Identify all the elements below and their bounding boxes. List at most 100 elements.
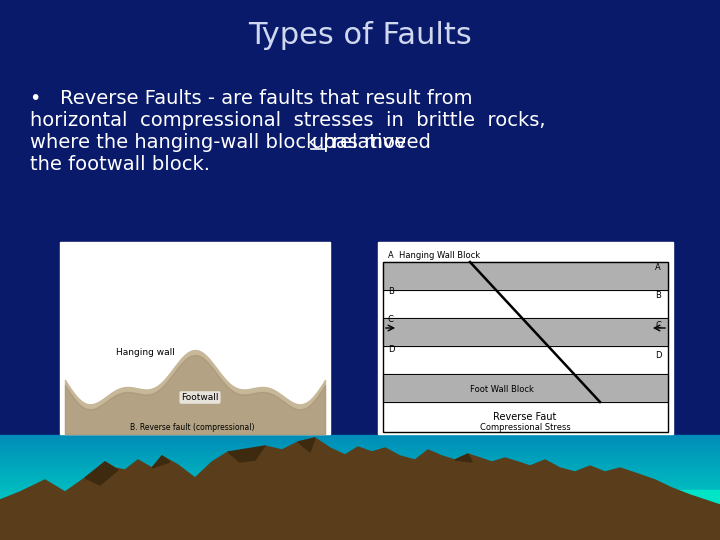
Bar (0, 526, 720, 528)
Bar (0, 501, 720, 503)
Bar (0, 538, 720, 539)
Text: up: up (311, 132, 336, 152)
Text: B: B (655, 291, 661, 300)
Bar (0, 455, 720, 456)
Bar (0, 477, 720, 478)
Text: C: C (655, 321, 661, 329)
Text: the footwall block.: the footwall block. (30, 154, 210, 173)
Bar (0, 475, 720, 476)
Text: horizontal  compressional  stresses  in  brittle  rocks,: horizontal compressional stresses in bri… (30, 111, 546, 130)
Text: A  Hanging Wall Block: A Hanging Wall Block (388, 251, 480, 260)
Bar (0, 528, 720, 530)
Bar (0, 532, 720, 534)
Text: Types of Faults: Types of Faults (248, 21, 472, 50)
Bar (0, 483, 720, 484)
Bar (0, 507, 720, 509)
Bar (0, 518, 720, 519)
Bar (0, 495, 720, 496)
Text: B. Reverse fault (compressional): B. Reverse fault (compressional) (130, 423, 254, 433)
Bar (0, 442, 720, 443)
Bar (0, 449, 720, 450)
Bar (0, 436, 720, 437)
Text: Footwall: Footwall (181, 393, 219, 402)
Bar (0, 482, 720, 483)
Bar (0, 520, 720, 522)
Polygon shape (0, 438, 720, 540)
Bar (0, 440, 720, 442)
Text: where the hanging-wall block has moved: where the hanging-wall block has moved (30, 132, 437, 152)
Bar (0, 484, 720, 485)
Polygon shape (298, 438, 315, 452)
Bar (0, 487, 720, 489)
Bar (0, 490, 720, 491)
Bar (378, 242, 673, 434)
Bar (0, 514, 720, 516)
Bar (0, 438, 720, 440)
Bar (0, 512, 720, 514)
Bar (0, 494, 720, 496)
Bar (0, 522, 720, 523)
Bar (0, 441, 720, 442)
Bar (0, 516, 720, 517)
Bar (0, 499, 720, 501)
Bar (0, 500, 720, 502)
Bar (383, 374, 668, 402)
Bar (0, 469, 720, 470)
Bar (0, 446, 720, 448)
Bar (0, 461, 720, 462)
Bar (0, 513, 720, 515)
Polygon shape (455, 454, 472, 462)
Bar (0, 474, 720, 476)
Bar (0, 492, 720, 494)
Text: D: D (388, 346, 395, 354)
Bar (0, 489, 720, 490)
Bar (0, 473, 720, 475)
Bar (0, 503, 720, 504)
Bar (0, 481, 720, 483)
Bar (0, 536, 720, 537)
Bar (383, 318, 668, 346)
Bar (0, 466, 720, 468)
Bar (0, 459, 720, 461)
Text: C: C (388, 315, 394, 325)
Bar (0, 505, 720, 507)
Bar (0, 517, 720, 518)
Text: Foot Wall Block: Foot Wall Block (470, 386, 534, 395)
Bar (0, 527, 720, 529)
Bar (0, 515, 720, 516)
Text: A: A (655, 264, 661, 273)
Bar (0, 452, 720, 454)
Bar (0, 523, 720, 524)
Bar (0, 451, 720, 453)
Bar (0, 471, 720, 472)
Bar (0, 529, 720, 530)
Bar (0, 498, 720, 500)
Bar (0, 497, 720, 498)
Bar (383, 262, 668, 432)
Bar (0, 462, 720, 463)
Bar (0, 465, 720, 467)
Bar (0, 531, 720, 532)
Bar (0, 454, 720, 456)
Bar (0, 485, 720, 487)
Bar (0, 458, 720, 460)
Bar (0, 437, 720, 438)
Bar (0, 508, 720, 510)
Text: B: B (388, 287, 394, 295)
Bar (0, 463, 720, 464)
Bar (0, 491, 720, 492)
Bar (0, 533, 720, 535)
Polygon shape (152, 456, 170, 468)
Bar (0, 476, 720, 477)
Bar (0, 457, 720, 458)
Text: Reverse Faut: Reverse Faut (493, 412, 557, 422)
Polygon shape (85, 462, 118, 485)
Bar (0, 530, 720, 531)
Bar (0, 478, 720, 480)
Bar (0, 511, 720, 512)
Polygon shape (228, 446, 265, 462)
Text: Hanging wall: Hanging wall (116, 348, 174, 357)
Text: relative: relative (325, 132, 405, 152)
Text: Compressional Stress: Compressional Stress (480, 423, 570, 432)
Bar (0, 448, 720, 449)
